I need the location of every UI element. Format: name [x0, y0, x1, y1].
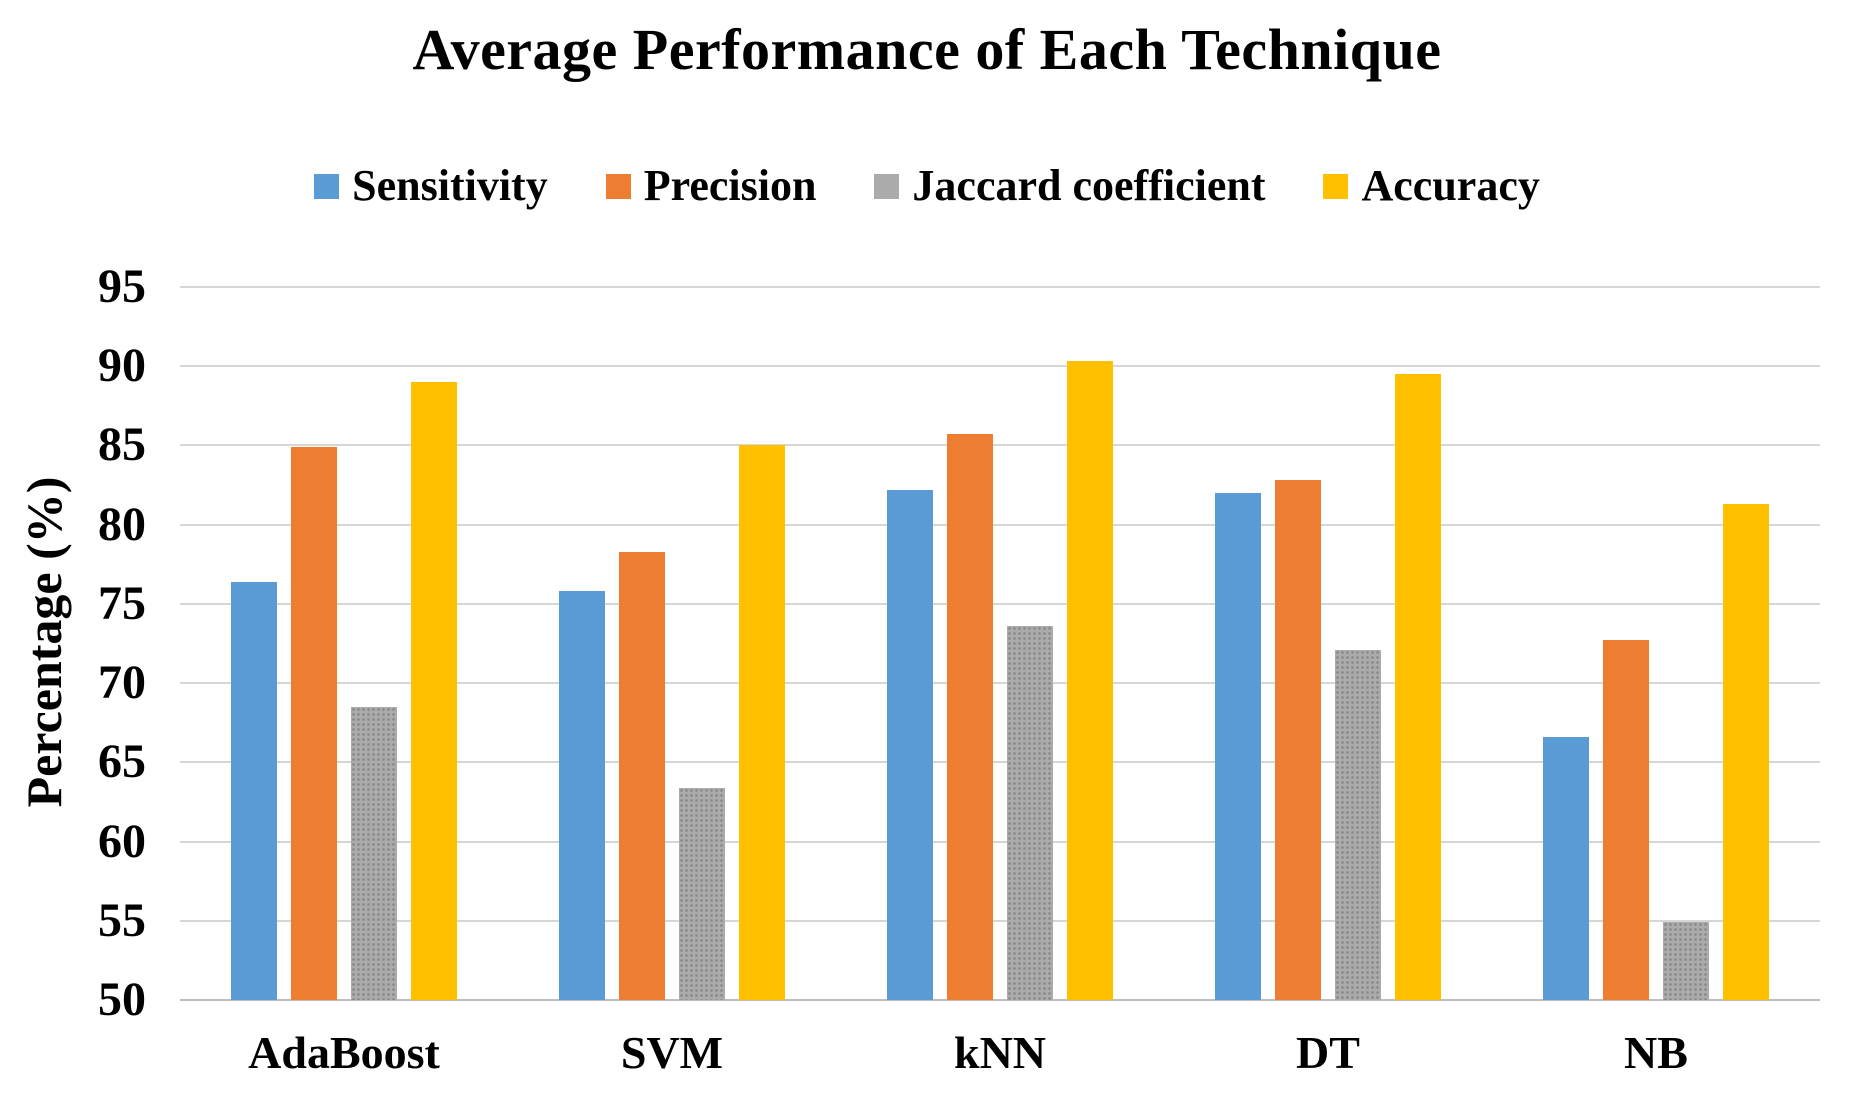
y-tick-label: 80 — [98, 497, 146, 551]
legend-swatch-icon — [314, 173, 340, 199]
gridline — [180, 286, 1820, 288]
x-category-label-dt: DT — [1296, 1027, 1360, 1078]
y-tick-label: 95 — [98, 260, 146, 313]
legend-item-precision: Precision — [605, 161, 817, 210]
bar-knn-accuracy — [1067, 361, 1113, 1000]
gridline — [180, 523, 1820, 526]
gridline — [180, 682, 1820, 685]
legend-label: Precision — [643, 161, 817, 210]
bar-knn-precision — [947, 434, 993, 1000]
bar-dt-accuracy — [1395, 374, 1441, 1000]
chart-legend: Sensitivity Precision Jaccard coefficient A… — [0, 158, 1854, 214]
y-tick-label: 85 — [98, 418, 146, 472]
bar-svm-accuracy — [739, 445, 785, 1000]
legend-item-accuracy: Accuracy — [1323, 161, 1540, 210]
x-category-label-svm: SVM — [620, 1027, 724, 1078]
y-tick-label: 55 — [98, 893, 146, 947]
gridline — [180, 602, 1820, 605]
legend-item-jaccard-coefficient: Jaccard coefficient — [874, 164, 1265, 208]
y-tick-label: 60 — [98, 814, 146, 868]
bar-adaboost-accuracy — [411, 382, 457, 1000]
chart-title: Average Performance of Each Technique — [412, 17, 1442, 82]
bar-adaboost-precision — [291, 447, 337, 1000]
bar-svm-sensitivity — [559, 591, 605, 1000]
legend-label: Accuracy — [1361, 161, 1540, 210]
bar-svm-precision — [619, 551, 665, 1000]
bar-nb-accuracy — [1723, 504, 1769, 1000]
legend-swatch-icon — [1323, 173, 1349, 199]
bar-dt-precision — [1275, 480, 1321, 1000]
legend-swatch-icon — [605, 173, 631, 199]
x-axis-line — [180, 999, 1820, 1001]
gridline — [180, 840, 1820, 843]
y-tick-label: 90 — [98, 339, 146, 393]
bar-dt-jaccard-coefficient — [1335, 649, 1381, 1000]
legend-label: Jaccard coefficient — [912, 161, 1266, 210]
y-tick-label: 65 — [98, 735, 146, 789]
gridline — [180, 444, 1820, 447]
legend-item-sensitivity: Sensitivity — [314, 164, 548, 208]
legend-swatch-icon — [874, 173, 900, 199]
x-category-label-nb: NB — [1624, 1027, 1688, 1078]
gridline — [180, 365, 1820, 368]
gridline — [180, 919, 1820, 922]
bar-adaboost-sensitivity — [231, 581, 277, 1000]
y-tick-label: 70 — [98, 656, 146, 710]
bar-nb-precision — [1603, 640, 1649, 1000]
plot-area — [180, 286, 1820, 1001]
x-category-label-adaboost: AdaBoost — [248, 1027, 440, 1078]
x-category-label-knn: kNN — [953, 1027, 1047, 1078]
bar-knn-sensitivity — [887, 489, 933, 1000]
y-tick-label: 50 — [98, 973, 146, 1026]
legend-label: Sensitivity — [352, 161, 548, 210]
bar-svm-jaccard-coefficient — [679, 787, 725, 1000]
bar-dt-sensitivity — [1215, 492, 1261, 1000]
bar-knn-jaccard-coefficient — [1007, 626, 1053, 1000]
bar-nb-sensitivity — [1543, 736, 1589, 1000]
bar-nb-jaccard-coefficient — [1663, 922, 1709, 1000]
gridline — [180, 761, 1820, 764]
bar-adaboost-jaccard-coefficient — [351, 706, 397, 1000]
y-tick-label: 75 — [98, 576, 146, 630]
